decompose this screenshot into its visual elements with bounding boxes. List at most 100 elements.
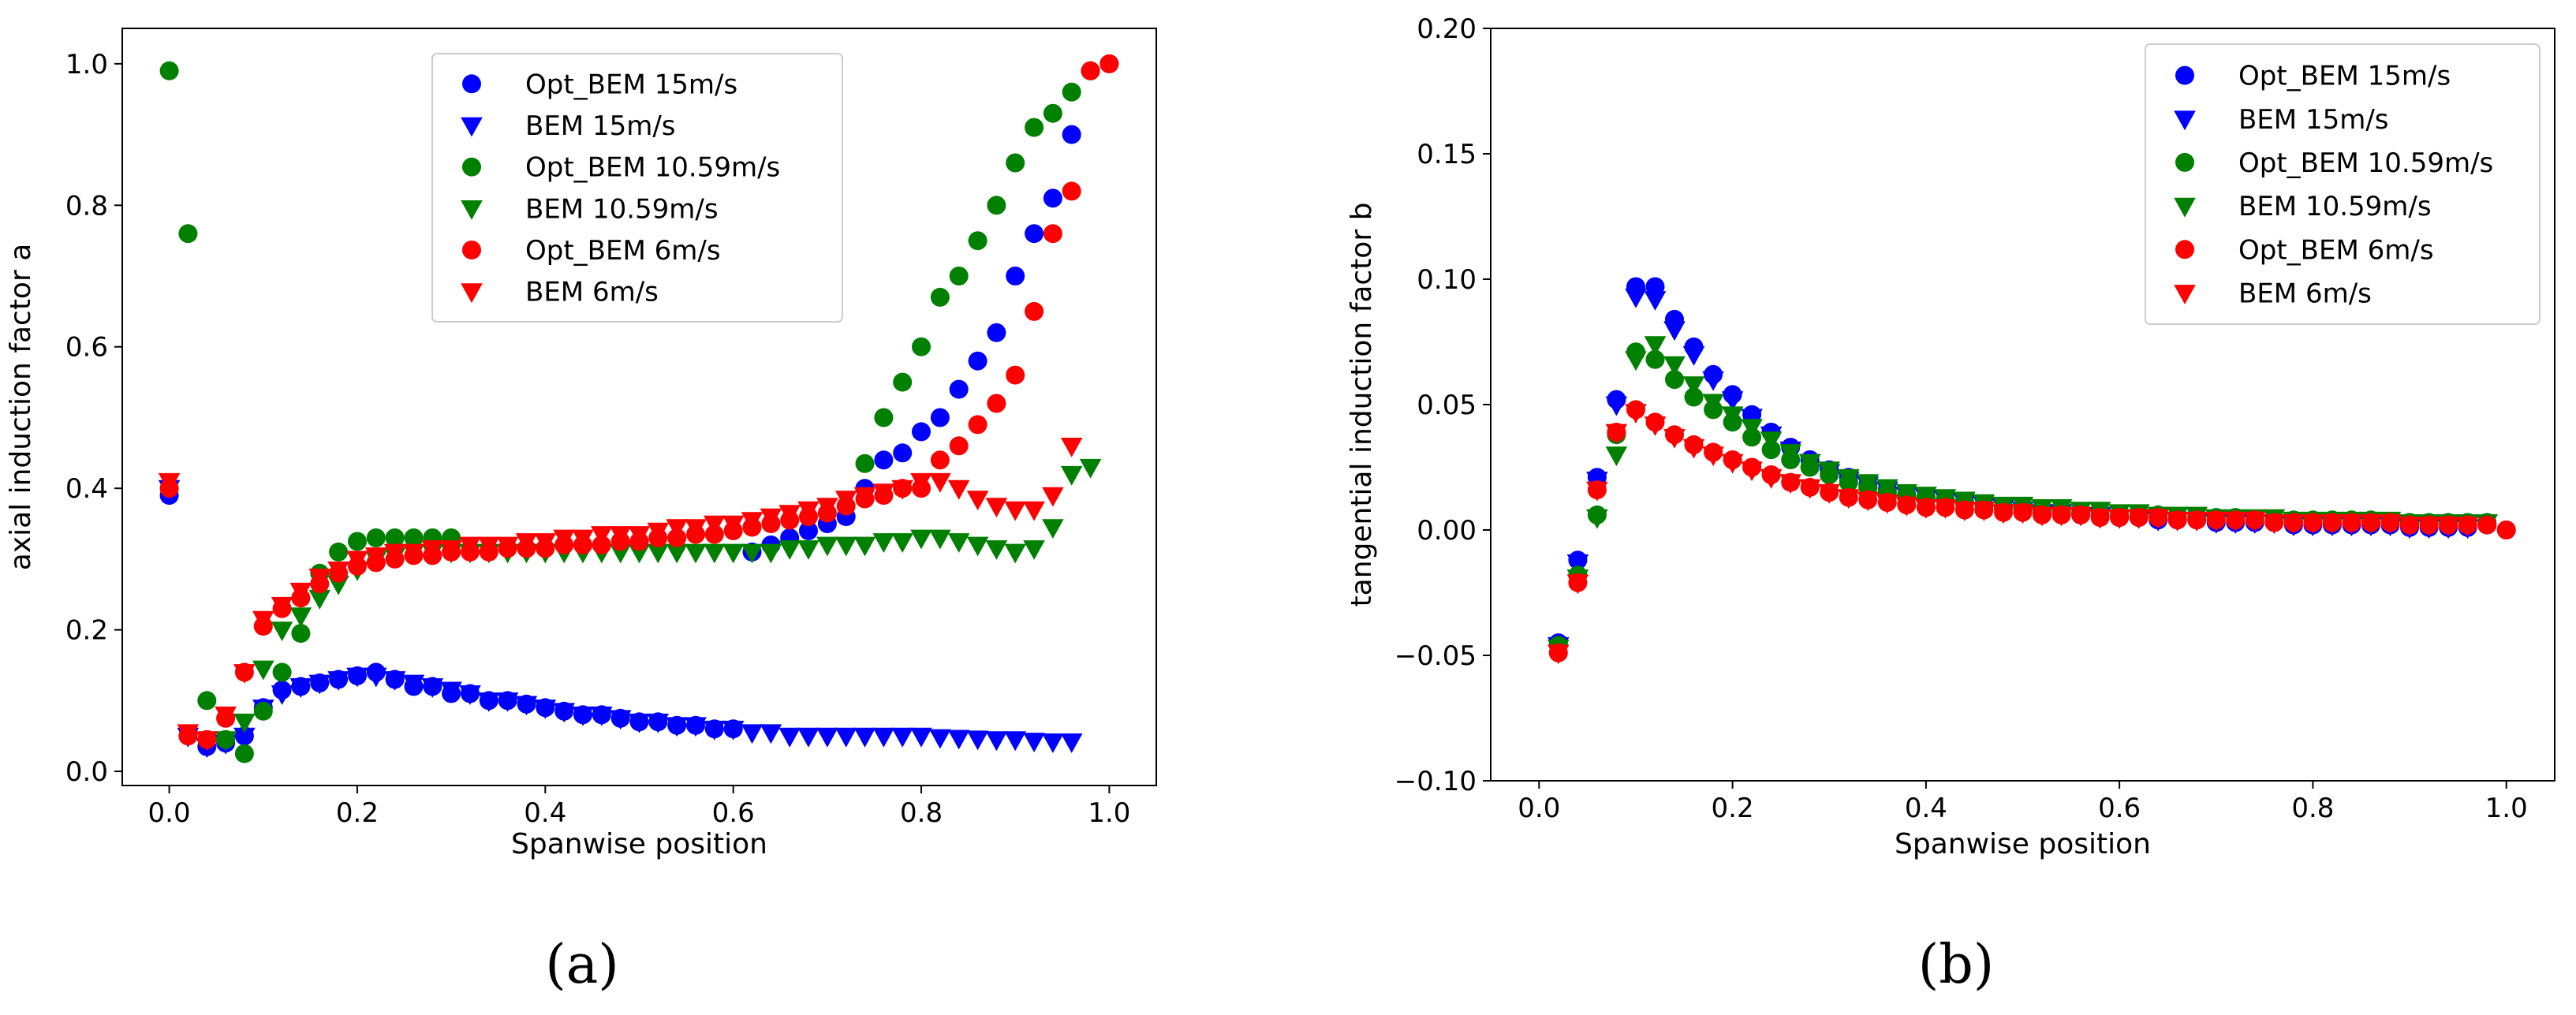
data-point (1060, 438, 1083, 457)
data-point (1682, 438, 1705, 459)
panel-label-a: (a) (545, 934, 619, 996)
data-point (2496, 521, 2516, 539)
legend-marker (462, 241, 481, 259)
data-point (252, 660, 274, 681)
data-point (1663, 356, 1686, 376)
data-point (1779, 474, 1801, 494)
data-point (797, 540, 819, 560)
chart-panel-b: 0.0 0.2 0.4 0.6 0.8 1.0 −0.10 −0.05 0.00 0.05 0.10… (1346, 13, 2555, 860)
legend-entry-label: Opt_BEM 6m/s (525, 235, 721, 267)
data-point (515, 696, 538, 716)
data-point (1721, 391, 1744, 412)
y-tick-label: 0.0 (65, 756, 108, 788)
data-point (2244, 511, 2266, 532)
data-point (365, 547, 387, 567)
data-point (2186, 511, 2208, 532)
legend-entry-label: BEM 6m/s (2238, 278, 2372, 309)
y-tick-label: 0.20 (1417, 13, 1477, 45)
legend-marker (2174, 285, 2196, 304)
data-point (1838, 468, 1860, 489)
data-point (855, 453, 875, 473)
data-point (252, 610, 274, 631)
legend-entry-label: Opt_BEM 10.59m/s (525, 152, 780, 184)
data-point (402, 674, 425, 695)
y-tick-label: 1.0 (65, 49, 108, 80)
data-point (947, 533, 970, 553)
data-point (2417, 517, 2440, 537)
legend: Opt_BEM 15m/s BEM 15m/s Opt_BEM 10.59m/s BE… (431, 53, 843, 323)
data-point (404, 528, 424, 547)
x-tick-label: 0.0 (148, 797, 191, 829)
data-point (2011, 504, 2034, 524)
data-point (383, 543, 406, 564)
data-point (1625, 404, 1647, 424)
data-point (366, 528, 386, 547)
y-tick-label: −0.05 (1394, 640, 1477, 672)
data-point (1079, 458, 1102, 479)
x-tick-label: 0.8 (900, 797, 943, 829)
data-point (496, 692, 519, 712)
x-axis-label: Spanwise position (511, 828, 767, 860)
data-point (968, 415, 987, 435)
data-point (1547, 644, 1570, 665)
data-point (478, 692, 500, 712)
data-point (910, 529, 932, 550)
data-point (685, 519, 707, 539)
data-point (215, 706, 237, 726)
data-point (987, 323, 1006, 342)
data-point (1876, 479, 1898, 499)
data-point (704, 720, 726, 741)
data-point (1081, 61, 1100, 80)
data-point (2340, 514, 2363, 534)
data-point (1741, 419, 1763, 439)
data-point (329, 542, 349, 562)
data-point (327, 562, 349, 581)
x-tick-label: 0.6 (712, 797, 755, 829)
data-point (1934, 499, 1957, 519)
data-point (647, 522, 670, 543)
data-point (1857, 491, 1880, 512)
data-point (891, 727, 913, 748)
data-point (930, 287, 950, 307)
data-point (177, 724, 200, 744)
data-point (609, 710, 632, 730)
data-point (2437, 517, 2459, 537)
data-point (947, 730, 970, 750)
data-point (1042, 733, 1064, 753)
series-bem-6m-s (158, 438, 1083, 752)
data-point (1006, 365, 1025, 385)
data-point (872, 727, 895, 748)
data-point (778, 727, 801, 748)
legend-marker (2174, 197, 2196, 218)
legend-marker (2174, 110, 2196, 131)
data-point (1043, 103, 1062, 123)
legend-marker (461, 200, 483, 220)
y-tick-label: 0.6 (65, 332, 108, 364)
data-point (2302, 514, 2324, 534)
data-point (1042, 519, 1064, 539)
data-point (591, 706, 613, 726)
data-point (966, 491, 989, 511)
data-point (1605, 446, 1628, 467)
data-point (853, 727, 876, 748)
data-point (459, 685, 481, 705)
data-point (233, 713, 256, 733)
data-point (799, 521, 818, 540)
legend: Opt_BEM 15m/s BEM 15m/s Opt_BEM 10.59m/s BE… (2145, 43, 2541, 325)
data-point (1025, 118, 1044, 137)
data-point (1721, 453, 1744, 474)
data-point (912, 337, 931, 356)
data-point (1973, 502, 1995, 521)
data-point (966, 536, 989, 557)
x-tick-label: 0.2 (336, 797, 379, 829)
data-point (1566, 574, 1589, 595)
data-point (496, 536, 519, 557)
data-point (1023, 733, 1045, 752)
data-point (1895, 496, 1918, 517)
data-point (233, 664, 256, 684)
data-point (704, 543, 726, 564)
data-point (2399, 517, 2421, 537)
data-point (553, 703, 575, 723)
data-point (1915, 499, 1937, 519)
x-tick-label: 0.4 (1905, 793, 1947, 824)
